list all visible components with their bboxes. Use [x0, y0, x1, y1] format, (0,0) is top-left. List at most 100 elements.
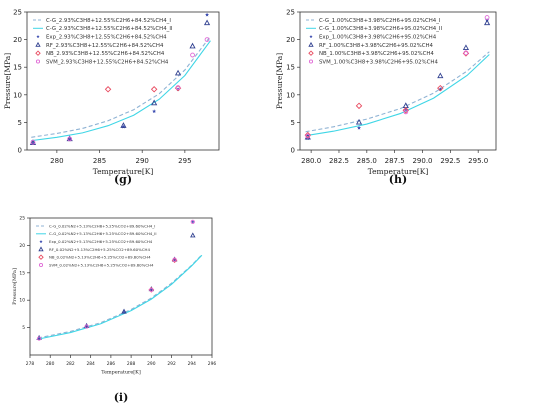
y-tick-label: 25	[19, 216, 25, 222]
data-point-triangle	[190, 232, 196, 238]
data-point-star	[357, 125, 361, 130]
y-tick-label: 10	[13, 91, 22, 99]
panel-label: (h)	[389, 173, 407, 186]
data-point-circle	[149, 287, 154, 292]
x-tick-label: 288	[127, 361, 136, 367]
y-tick-label: 0	[291, 146, 295, 154]
legend-swatch-triangle	[35, 41, 41, 47]
data-point-circle	[305, 133, 311, 139]
data-point-diamond	[437, 84, 444, 92]
y-tick-label: 10	[286, 91, 295, 99]
x-tick-label: 290	[147, 361, 156, 367]
plot-frame	[29, 217, 213, 356]
legend-swatch-diamond	[38, 254, 44, 260]
legend-entry-label: SVM_2.93%C3H8+12.55%C2H6+84.52%CH4	[46, 59, 169, 65]
data-point-circle	[204, 37, 210, 42]
legend-swatch-circle	[35, 59, 41, 64]
y-tick-label: 5	[22, 325, 25, 331]
data-point-diamond	[304, 131, 312, 139]
y-tick-label: 0	[18, 146, 22, 154]
data-point-circle	[36, 336, 42, 341]
legend-swatch-star	[36, 34, 40, 38]
legend-entry-label: Exp_1.00%C3H8+3.98%C2H6+95.02%CH4	[319, 34, 437, 40]
data-point-diamond	[104, 86, 112, 93]
legend-entry-label: C-G_1.00%C3H8+3.98%C2H6+95.02%CH4_II	[319, 26, 443, 32]
data-point-star	[191, 220, 195, 224]
x-tick-label: 286	[107, 361, 116, 367]
y-tick-label: 15	[19, 270, 25, 276]
data-point-diamond	[355, 102, 363, 110]
x-tick-label: 295	[178, 157, 191, 165]
y-axis-label: Pressure[MPa]	[3, 53, 12, 109]
data-point-triangle	[174, 69, 182, 76]
x-tick-label: 292.5	[440, 157, 460, 165]
legend-entry-label: C-G_0.02%N2+5.13%C2H6+5.25%CO2+89.60%CH4…	[49, 231, 157, 236]
plot-frame	[299, 11, 497, 151]
data-point-circle	[190, 52, 195, 58]
data-point-triangle	[462, 44, 470, 51]
data-point-circle	[84, 324, 89, 329]
data-point-star	[152, 109, 157, 114]
data-layer	[36, 219, 203, 341]
data-point-triangle	[120, 122, 127, 128]
data-point-circle	[463, 50, 469, 56]
legend-swatch-star	[309, 34, 313, 38]
x-tick-label: 294	[188, 361, 197, 367]
x-tick-label: 285.0	[357, 157, 377, 165]
series-line-dashed	[305, 51, 490, 133]
legend-swatch-diamond	[308, 50, 314, 56]
legend-swatch-triangle	[38, 246, 44, 252]
chart-panel-1: 280 285 290 295 0 5 10 15 20 25 Temperature[K] Pres…	[3, 8, 220, 186]
data-point-triangle	[151, 99, 158, 106]
legend-swatch-star	[39, 239, 43, 243]
data-point-triangle	[483, 19, 491, 26]
legend-entry-label: RF_2.93%C3H8+12.55%C2H6+84.52%CH4	[46, 43, 164, 49]
data-point-triangle	[437, 72, 444, 79]
legend-entry-label: Exp_2.93%C3H8+12.55%C2H6+84.52%CH4	[46, 34, 167, 40]
legend-entry-label: NB_1.00%C3H8+3.98%C2H6+95.02%CH4	[319, 51, 434, 57]
legend-entry-label: C-G_2.93%C3H8+12.55%C2H6+84.52%CH4_II	[46, 26, 173, 32]
plot-frame	[26, 11, 220, 151]
data-point-star	[205, 12, 210, 17]
x-tick-label: 285	[93, 157, 106, 165]
legend-entry-label: RF_0.02%N2+5.13%C2H6+5.25%CO2+89.60%CH4	[49, 247, 150, 252]
data-point-diamond	[150, 86, 158, 93]
data-point-triangle	[355, 118, 363, 125]
x-tick-label: 296	[208, 361, 217, 367]
y-axis-label: Pressure[MPa]	[275, 53, 284, 109]
x-tick-label: 282	[66, 361, 75, 367]
data-point-circle	[30, 139, 36, 145]
data-point-circle	[403, 109, 409, 115]
x-tick-label: 290.0	[412, 157, 432, 165]
legend-swatch-circle	[308, 59, 314, 64]
legend-entry-label: C-G_2.93%C3H8+12.55%C2H6+84.52%CH4_I	[46, 18, 171, 24]
panel-label: (g)	[114, 173, 132, 186]
chart-panel-3: 278 280 282 284 286 288 290 292 294 296 5 10 15 20 25 T…	[12, 216, 216, 404]
data-point-circle	[190, 219, 195, 224]
data-layer	[29, 12, 211, 146]
y-axis-label: Pressure[MPa]	[12, 268, 18, 305]
series-line-solid	[305, 54, 490, 137]
data-layer	[304, 15, 491, 141]
x-axis-label: Temperature[K]	[101, 369, 141, 375]
x-axis-label: Temperature[K]	[368, 167, 429, 176]
legend-swatch-diamond	[35, 50, 41, 56]
data-point-circle	[484, 15, 490, 20]
data-point-triangle	[402, 102, 409, 108]
y-tick-label: 25	[13, 8, 22, 16]
legend-entry-label: RF_1.00%C3H8+3.98%C2H6+95.02%CH4	[319, 43, 434, 49]
y-tick-label: 25	[286, 8, 295, 16]
legend-entry-label: NB_0.02%N2+5.13%C2H6+5.25%CO2+89.60%CH4	[49, 255, 151, 260]
data-point-triangle	[121, 308, 127, 314]
legend-entry-label: NB_2.93%C3H8+12.55%C2H6+84.52%CH4	[46, 51, 165, 57]
data-point-triangle	[189, 42, 196, 49]
data-point-circle	[172, 257, 177, 262]
x-tick-label: 280	[46, 361, 55, 367]
legend-swatch-triangle	[308, 41, 314, 47]
x-tick-label: 287.5	[385, 157, 405, 165]
x-tick-label: 280.0	[301, 157, 321, 165]
x-tick-label: 278	[26, 361, 35, 367]
legend-entry-label: C-G_1.00%C3H8+3.98%C2H6+95.02%CH4_I	[319, 18, 441, 24]
data-point-circle	[175, 85, 181, 91]
x-tick-label: 292	[167, 361, 176, 367]
